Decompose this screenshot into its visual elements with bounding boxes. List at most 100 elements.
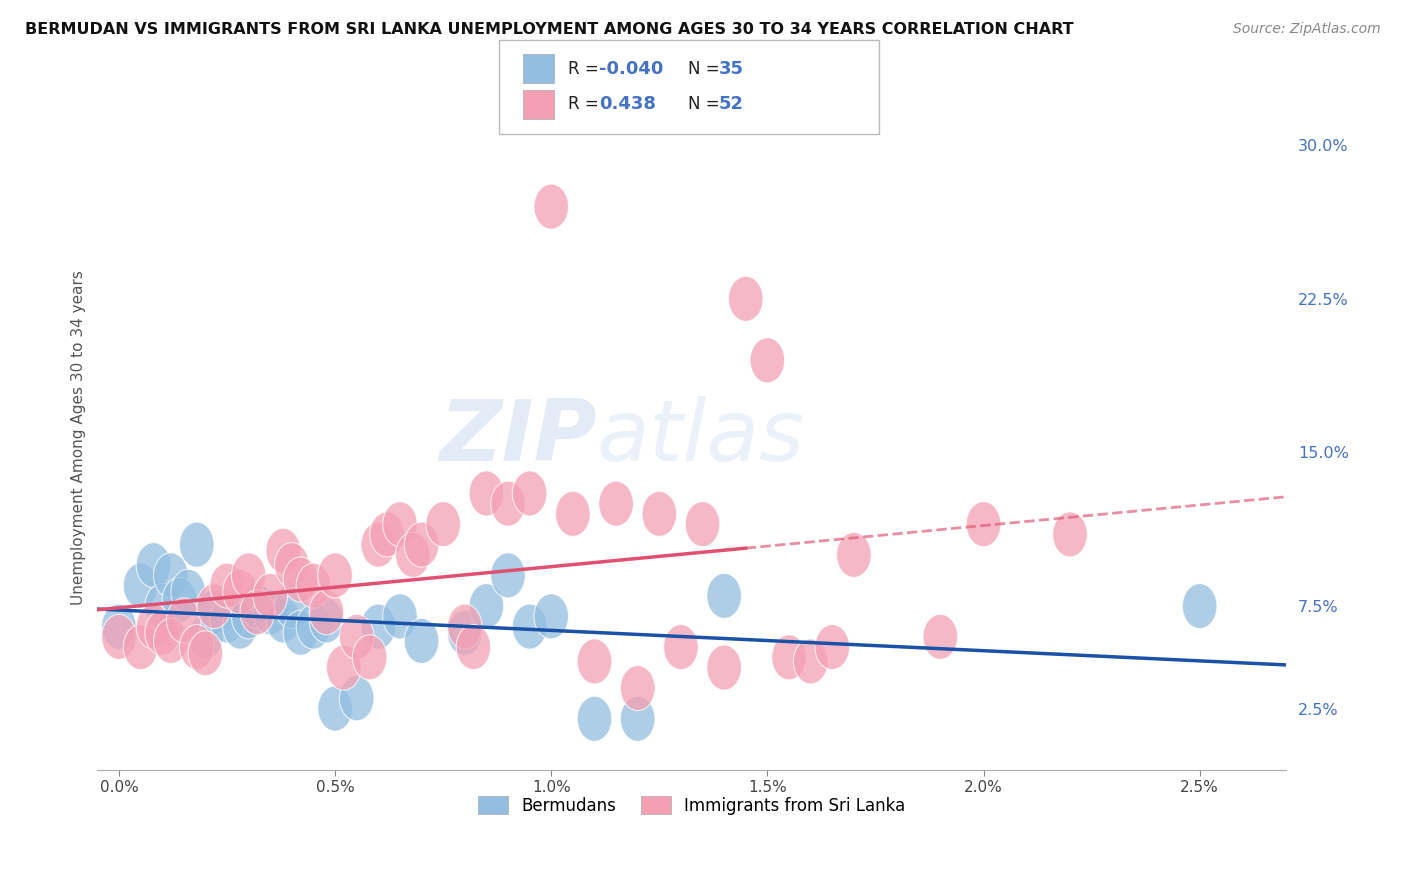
Ellipse shape — [751, 338, 785, 383]
Ellipse shape — [491, 553, 526, 598]
Ellipse shape — [283, 557, 318, 602]
Ellipse shape — [772, 635, 806, 680]
Ellipse shape — [1053, 512, 1087, 557]
Ellipse shape — [578, 639, 612, 684]
Ellipse shape — [599, 481, 633, 526]
Text: N =: N = — [688, 95, 724, 113]
Text: R =: R = — [568, 60, 605, 78]
Ellipse shape — [555, 491, 591, 536]
Ellipse shape — [370, 512, 405, 557]
Ellipse shape — [153, 553, 188, 598]
Legend: Bermudans, Immigrants from Sri Lanka: Bermudans, Immigrants from Sri Lanka — [471, 789, 912, 822]
Ellipse shape — [253, 574, 288, 618]
Ellipse shape — [815, 624, 849, 670]
Ellipse shape — [240, 590, 274, 635]
Ellipse shape — [728, 277, 763, 321]
Ellipse shape — [456, 624, 491, 670]
Text: ZIP: ZIP — [439, 395, 596, 479]
Ellipse shape — [253, 590, 288, 635]
Ellipse shape — [180, 624, 214, 670]
Y-axis label: Unemployment Among Ages 30 to 34 years: Unemployment Among Ages 30 to 34 years — [72, 269, 86, 605]
Ellipse shape — [188, 615, 222, 659]
Ellipse shape — [180, 522, 214, 567]
Ellipse shape — [707, 574, 741, 618]
Ellipse shape — [318, 553, 353, 598]
Ellipse shape — [197, 583, 232, 629]
Ellipse shape — [405, 618, 439, 664]
Ellipse shape — [966, 501, 1001, 547]
Ellipse shape — [361, 522, 395, 567]
Ellipse shape — [240, 583, 274, 629]
Text: -0.040: -0.040 — [599, 60, 664, 78]
Ellipse shape — [339, 615, 374, 659]
Ellipse shape — [382, 501, 418, 547]
Ellipse shape — [145, 583, 180, 629]
Ellipse shape — [283, 610, 318, 656]
Ellipse shape — [162, 577, 197, 623]
Text: 52: 52 — [718, 95, 744, 113]
Ellipse shape — [297, 604, 330, 649]
Ellipse shape — [534, 594, 568, 639]
Ellipse shape — [318, 686, 353, 731]
Ellipse shape — [274, 583, 309, 629]
Ellipse shape — [361, 604, 395, 649]
Ellipse shape — [309, 598, 343, 643]
Ellipse shape — [837, 533, 872, 577]
Ellipse shape — [534, 184, 568, 229]
Ellipse shape — [339, 676, 374, 721]
Text: R =: R = — [568, 95, 605, 113]
Ellipse shape — [232, 553, 266, 598]
Ellipse shape — [326, 645, 361, 690]
Ellipse shape — [470, 471, 503, 516]
Text: N =: N = — [688, 60, 724, 78]
Ellipse shape — [136, 542, 172, 588]
Ellipse shape — [153, 618, 188, 664]
Ellipse shape — [922, 615, 957, 659]
Ellipse shape — [101, 615, 136, 659]
Ellipse shape — [512, 604, 547, 649]
Text: BERMUDAN VS IMMIGRANTS FROM SRI LANKA UNEMPLOYMENT AMONG AGES 30 TO 34 YEARS COR: BERMUDAN VS IMMIGRANTS FROM SRI LANKA UN… — [25, 22, 1074, 37]
Ellipse shape — [620, 697, 655, 741]
Ellipse shape — [124, 624, 157, 670]
Ellipse shape — [405, 522, 439, 567]
Ellipse shape — [266, 598, 301, 643]
Ellipse shape — [426, 501, 461, 547]
Text: atlas: atlas — [596, 395, 804, 479]
Ellipse shape — [209, 598, 245, 643]
Ellipse shape — [222, 569, 257, 615]
Ellipse shape — [664, 624, 699, 670]
Ellipse shape — [447, 610, 482, 656]
Ellipse shape — [188, 631, 222, 676]
Text: 0.438: 0.438 — [599, 95, 657, 113]
Ellipse shape — [793, 639, 828, 684]
Ellipse shape — [166, 598, 201, 643]
Ellipse shape — [1182, 583, 1218, 629]
Ellipse shape — [685, 501, 720, 547]
Ellipse shape — [209, 563, 245, 608]
Ellipse shape — [172, 569, 205, 615]
Ellipse shape — [197, 590, 232, 635]
Ellipse shape — [491, 481, 526, 526]
Ellipse shape — [145, 610, 180, 656]
Text: Source: ZipAtlas.com: Source: ZipAtlas.com — [1233, 22, 1381, 37]
Ellipse shape — [353, 635, 387, 680]
Ellipse shape — [232, 594, 266, 639]
Ellipse shape — [297, 563, 330, 608]
Ellipse shape — [309, 590, 343, 635]
Ellipse shape — [222, 604, 257, 649]
Ellipse shape — [512, 471, 547, 516]
Ellipse shape — [266, 528, 301, 574]
Ellipse shape — [382, 594, 418, 639]
Ellipse shape — [124, 563, 157, 608]
Ellipse shape — [470, 583, 503, 629]
Ellipse shape — [643, 491, 676, 536]
Ellipse shape — [101, 604, 136, 649]
Ellipse shape — [136, 604, 172, 649]
Ellipse shape — [447, 604, 482, 649]
Ellipse shape — [395, 533, 430, 577]
Ellipse shape — [578, 697, 612, 741]
Ellipse shape — [707, 645, 741, 690]
Ellipse shape — [620, 665, 655, 711]
Text: 35: 35 — [718, 60, 744, 78]
Ellipse shape — [274, 542, 309, 588]
